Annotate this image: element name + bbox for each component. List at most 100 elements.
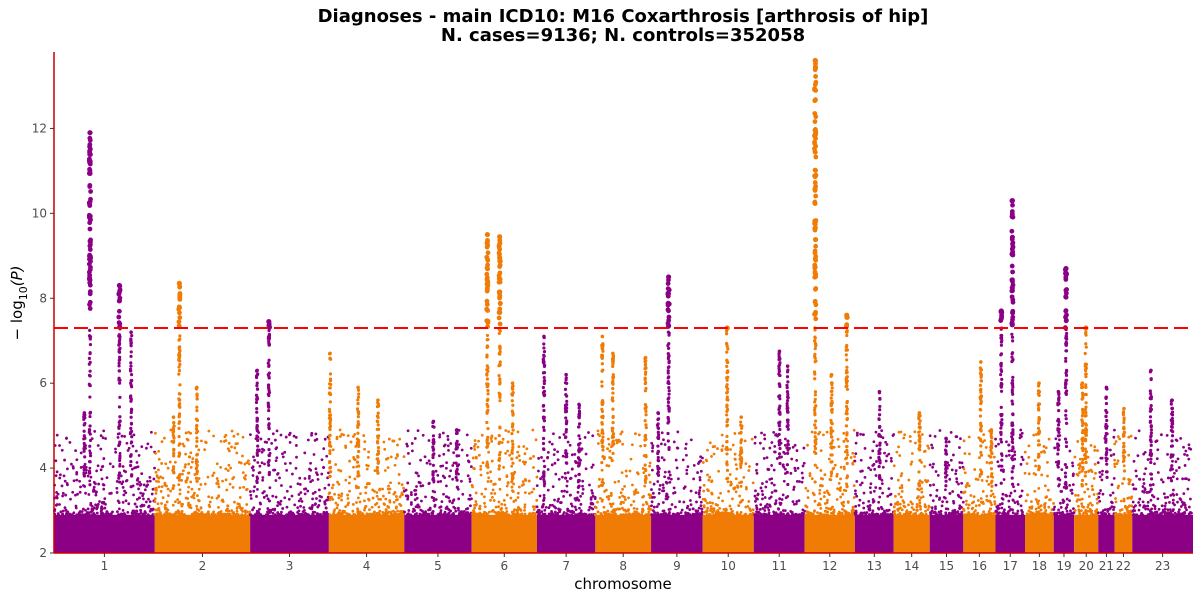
peak-point — [601, 368, 605, 372]
chromosome-2-band — [154, 514, 251, 553]
point — [619, 513, 623, 517]
point — [973, 513, 977, 517]
peak-point — [812, 199, 818, 205]
point — [60, 448, 64, 452]
peak-point — [1010, 381, 1015, 385]
point — [1007, 453, 1011, 457]
point — [566, 471, 570, 475]
point — [614, 508, 618, 511]
peak-point — [356, 420, 360, 424]
point — [700, 507, 704, 511]
peak-point — [117, 480, 122, 484]
peak-point — [86, 212, 92, 218]
point — [853, 459, 857, 463]
point — [998, 503, 1002, 506]
point — [99, 468, 103, 472]
peak-point — [454, 475, 458, 480]
point — [382, 494, 385, 498]
peak-point — [778, 427, 782, 432]
point — [371, 488, 375, 492]
point — [153, 513, 157, 516]
peak-point — [845, 475, 850, 479]
point — [538, 494, 542, 498]
peak-point — [498, 456, 502, 461]
chromosome-18-points — [1023, 381, 1055, 553]
peak-point — [778, 410, 782, 414]
point — [420, 499, 423, 503]
point — [271, 494, 275, 498]
point — [887, 487, 891, 491]
point — [119, 474, 123, 478]
peak-point — [830, 453, 834, 457]
point — [494, 436, 497, 440]
peak-point — [255, 476, 260, 481]
point — [446, 507, 450, 511]
point — [500, 502, 504, 506]
point — [537, 456, 541, 460]
peak-point — [565, 455, 569, 459]
point — [125, 441, 129, 445]
point — [556, 450, 560, 454]
peak-point — [83, 421, 87, 426]
peak-point — [1009, 236, 1015, 242]
point — [672, 440, 676, 444]
point — [162, 436, 166, 440]
peak-point — [376, 445, 381, 450]
point — [706, 488, 709, 492]
point — [728, 504, 732, 508]
point — [310, 505, 314, 509]
point — [134, 449, 138, 453]
point — [604, 513, 607, 516]
point — [441, 474, 445, 478]
point — [642, 471, 646, 475]
peak-point — [431, 445, 435, 449]
point — [702, 483, 706, 487]
point — [755, 468, 758, 472]
point — [792, 488, 796, 491]
point — [802, 512, 805, 515]
point — [896, 478, 900, 482]
point — [607, 437, 610, 441]
point — [982, 510, 986, 514]
point — [910, 506, 914, 510]
peak-point — [576, 485, 580, 489]
point — [948, 477, 952, 481]
point — [121, 465, 125, 468]
point — [273, 508, 276, 512]
peak-point — [878, 443, 882, 447]
point — [364, 485, 368, 489]
peak-point — [87, 142, 93, 147]
peak-point — [611, 443, 615, 447]
point — [831, 505, 834, 509]
point — [1016, 500, 1019, 504]
point — [431, 511, 435, 515]
chromosome-14-points — [892, 411, 931, 553]
point — [322, 465, 325, 469]
point — [285, 513, 289, 517]
point — [754, 489, 757, 493]
point — [993, 500, 997, 504]
peak-point — [87, 156, 92, 162]
point — [794, 469, 797, 472]
point — [382, 440, 386, 444]
point — [932, 483, 936, 487]
point — [684, 511, 687, 515]
point — [486, 471, 489, 475]
point — [99, 434, 103, 438]
point — [597, 485, 601, 488]
point — [565, 479, 569, 483]
point — [557, 508, 561, 512]
point — [397, 481, 401, 485]
point — [86, 474, 90, 478]
peak-point — [485, 420, 489, 425]
point — [869, 456, 872, 460]
point — [705, 459, 709, 463]
peak-point — [88, 352, 92, 356]
point — [483, 510, 486, 514]
peak-point — [177, 315, 183, 320]
point — [498, 487, 502, 491]
point — [408, 462, 412, 466]
point — [629, 503, 633, 507]
point — [589, 497, 593, 501]
point — [279, 513, 283, 517]
